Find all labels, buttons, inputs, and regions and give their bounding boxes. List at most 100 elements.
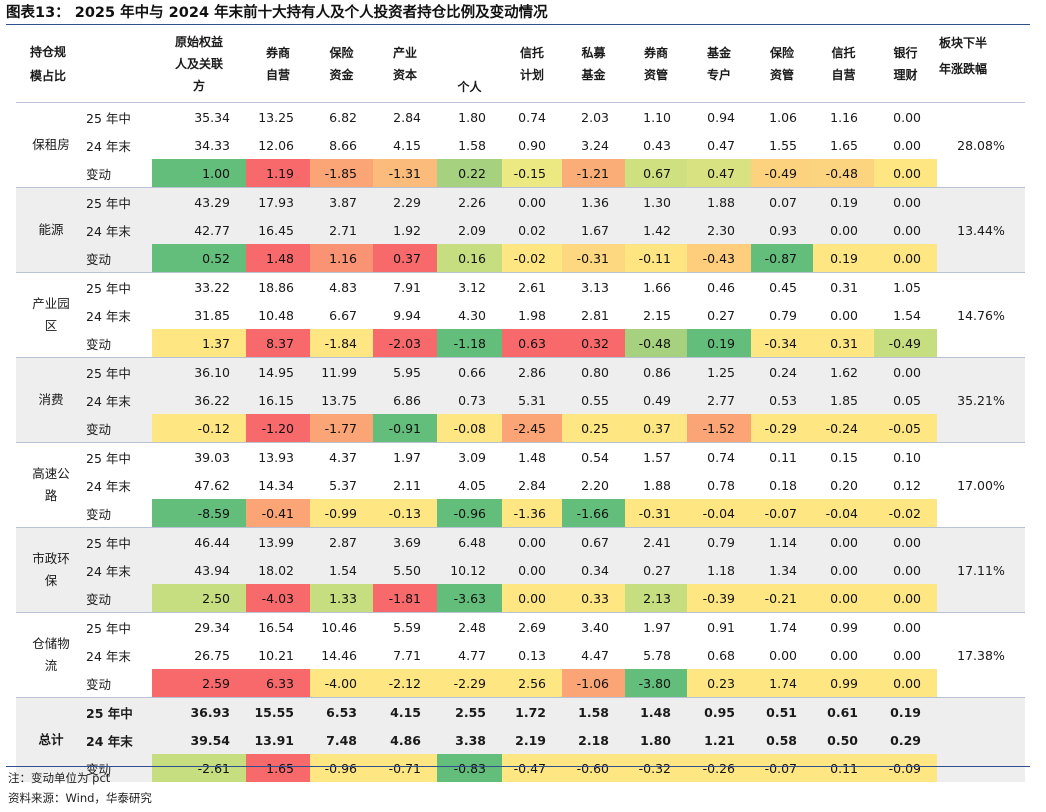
- value-cell: -4.00: [310, 669, 373, 698]
- table-row: 高速公 路 25 年中 39.03 13.93 4.37 1.97 3.09 1.48 0.54…: [16, 442, 1025, 528]
- value-cell: -0.49: [874, 329, 937, 358]
- value-cell: 0.45: [751, 272, 813, 301]
- value-cell: 1.16: [310, 244, 373, 273]
- value-cell: 1.57: [625, 442, 687, 471]
- header-col: 产业 资本: [373, 26, 437, 103]
- value-cell: 1.37: [152, 329, 246, 358]
- value-cell: 1.36: [562, 187, 625, 216]
- value-cell: -0.96: [437, 499, 502, 528]
- value-cell: 0.25: [562, 414, 625, 443]
- value-cell: 0.00: [813, 527, 874, 556]
- value-cell: 36.22: [152, 386, 246, 414]
- sector-name: 高速公 路: [16, 442, 86, 528]
- sector-block: 保租房 25 年中 35.34 13.25 6.82 2.84 1.80 0.74 2.03 1.…: [16, 102, 1025, 188]
- value-cell: 0.91: [687, 612, 751, 641]
- holdings-table: 持仓规 模占比 原始权益 人及关联 方 券商 自营 保险 资金 产业 资本 个人…: [16, 26, 1025, 782]
- value-cell: -0.21: [751, 584, 813, 613]
- value-cell: 16.54: [246, 612, 310, 641]
- table-row: 变动 0.52 1.48 1.16 0.37 0.16 -0.02 -0.31 -0.11 -0.…: [16, 244, 1025, 273]
- value-cell: 1.33: [310, 584, 373, 613]
- period-label: 变动: [86, 159, 152, 188]
- value-cell: -3.63: [437, 584, 502, 613]
- value-cell: 1.54: [874, 301, 937, 329]
- value-cell: -0.12: [152, 414, 246, 443]
- value-cell: 0.00: [874, 131, 937, 159]
- value-cell: -1.31: [373, 159, 437, 188]
- value-cell: 14.46: [310, 641, 373, 669]
- value-cell: 0.34: [562, 556, 625, 584]
- value-cell: 2.03: [562, 102, 625, 131]
- value-cell: 1.19: [246, 159, 310, 188]
- sector-block: 仓储物 流 25 年中 29.34 16.54 10.46 5.59 2.48 2.69 3.4…: [16, 612, 1025, 698]
- value-cell: 0.67: [562, 527, 625, 556]
- value-cell: 1.48: [246, 244, 310, 273]
- value-cell: -1.77: [310, 414, 373, 443]
- table-row: 24 年末 43.94 18.02 1.54 5.50 10.12 0.00 0.34 0.27…: [16, 556, 1025, 584]
- value-cell: 1.10: [625, 102, 687, 131]
- value-cell: 5.37: [310, 471, 373, 499]
- value-cell: 0.47: [687, 131, 751, 159]
- value-cell: 1.65: [813, 131, 874, 159]
- value-cell: -0.29: [751, 414, 813, 443]
- period-label: 变动: [86, 669, 152, 698]
- value-cell: 1.25: [687, 357, 751, 386]
- sector-block: 高速公 路 25 年中 39.03 13.93 4.37 1.97 3.09 1.48 0.54…: [16, 442, 1025, 528]
- value-cell: -0.48: [813, 159, 874, 188]
- value-cell: -0.15: [502, 159, 562, 188]
- header-col: 保险 资管: [751, 26, 813, 103]
- header-col: 券商 自营: [246, 26, 310, 103]
- value-cell: 0.23: [687, 669, 751, 698]
- value-cell: 4.83: [310, 272, 373, 301]
- value-cell: 0.00: [813, 556, 874, 584]
- period-label: 变动: [86, 329, 152, 358]
- period-label: 25 年中: [86, 272, 152, 301]
- value-cell: -0.24: [813, 414, 874, 443]
- value-cell: 1.66: [625, 272, 687, 301]
- value-cell: 1.21: [687, 726, 751, 754]
- value-cell: 1.58: [562, 697, 625, 726]
- value-cell: 1.80: [437, 102, 502, 131]
- value-cell: -0.87: [751, 244, 813, 273]
- header-col: 信托 计划: [502, 26, 562, 103]
- value-cell: 0.00: [813, 301, 874, 329]
- value-cell: 0.95: [687, 697, 751, 726]
- value-cell: 0.18: [751, 471, 813, 499]
- value-cell: 6.48: [437, 527, 502, 556]
- value-cell: 0.10: [874, 442, 937, 471]
- value-cell: 1.54: [310, 556, 373, 584]
- value-cell: 2.55: [437, 697, 502, 726]
- value-cell: 5.50: [373, 556, 437, 584]
- value-cell: -0.31: [562, 244, 625, 273]
- value-cell: 4.37: [310, 442, 373, 471]
- value-cell: 6.53: [310, 697, 373, 726]
- period-label: 25 年中: [86, 442, 152, 471]
- value-cell: -0.39: [687, 584, 751, 613]
- sector-change-pct: 35.21%: [937, 357, 1025, 443]
- value-cell: 0.00: [874, 641, 937, 669]
- value-cell: 0.68: [687, 641, 751, 669]
- value-cell: 0.74: [502, 102, 562, 131]
- sector-block: 消费 25 年中 36.10 14.95 11.99 5.95 0.66 2.86 0.80 0.…: [16, 357, 1025, 443]
- value-cell: 1.92: [373, 216, 437, 244]
- value-cell: -1.20: [246, 414, 310, 443]
- value-cell: 0.51: [751, 697, 813, 726]
- period-label: 变动: [86, 244, 152, 273]
- value-cell: 2.84: [502, 471, 562, 499]
- value-cell: 0.49: [625, 386, 687, 414]
- header-row: 持仓规 模占比 原始权益 人及关联 方 券商 自营 保险 资金 产业 资本 个人…: [16, 26, 1025, 103]
- value-cell: 0.00: [813, 584, 874, 613]
- value-cell: 4.15: [373, 697, 437, 726]
- value-cell: 0.07: [751, 187, 813, 216]
- value-cell: 0.58: [751, 726, 813, 754]
- value-cell: -0.43: [687, 244, 751, 273]
- value-cell: 7.48: [310, 726, 373, 754]
- value-cell: 0.33: [562, 584, 625, 613]
- table-row: 24 年末 47.62 14.34 5.37 2.11 4.05 2.84 2.20 1.88 0…: [16, 471, 1025, 499]
- value-cell: 0.20: [813, 471, 874, 499]
- value-cell: 12.06: [246, 131, 310, 159]
- value-cell: 8.66: [310, 131, 373, 159]
- sector-change-pct: 17.00%: [937, 442, 1025, 528]
- value-cell: 2.61: [502, 272, 562, 301]
- value-cell: 3.24: [562, 131, 625, 159]
- value-cell: 1.88: [625, 471, 687, 499]
